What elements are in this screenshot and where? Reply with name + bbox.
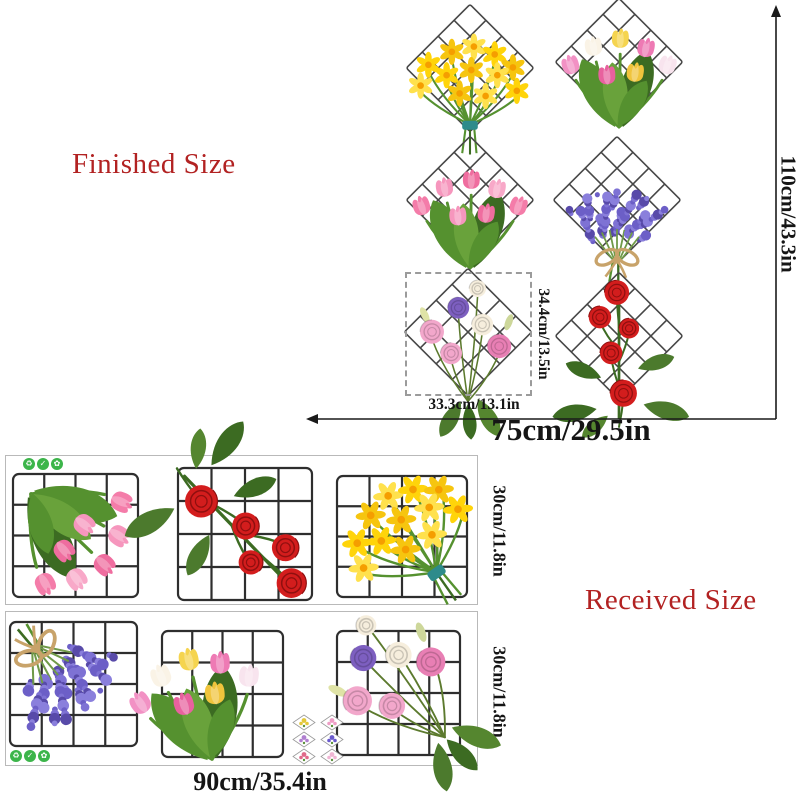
eco-badge-row: ♻ ✓ ✿	[23, 458, 63, 470]
eco-badge-row: ♻ ✓ ✿	[10, 750, 50, 762]
mini-preview-grid	[292, 714, 344, 765]
recycle-icon: ♻	[10, 750, 22, 762]
total-height-label: 110cm/43.3in	[776, 155, 800, 273]
mixed-tulip-bouquet-image	[555, 0, 683, 129]
finished-panel-red-rose-bouquet	[534, 251, 704, 441]
sheet-panel-lavender-bouquet	[0, 600, 159, 768]
sheet-panel-red-rose-bouquet	[124, 421, 334, 622]
panel-width-label: 33.3cm/13.1in	[428, 396, 520, 413]
lisianthus-bouquet-image	[328, 615, 501, 792]
sheet-panel-lisianthus-bouquet	[315, 609, 501, 792]
leaf-circle-icon: ✿	[38, 750, 50, 762]
eco-circle-icon: ✓	[24, 750, 36, 762]
pink-tulip-bouquet-image	[11, 472, 140, 599]
leaf-circle-icon: ✿	[51, 458, 63, 470]
finished-panel-daffodil-bouquet	[385, 0, 555, 173]
sheet-width-label: 90cm/35.4in	[193, 767, 327, 796]
sheet-panel-pink-tulip-bouquet	[0, 452, 160, 619]
red-rose-bouquet-image	[552, 272, 690, 438]
sheet-panel-mixed-tulip-bouquet	[129, 609, 305, 779]
sheet1-height-label: 30cm/11.8in	[489, 485, 510, 577]
recycle-icon: ♻	[23, 458, 35, 470]
daffodil-bouquet-image	[335, 474, 474, 605]
mini-preview-diamond	[320, 748, 344, 765]
finished-panel-lavender-bouquet	[532, 115, 702, 305]
mini-preview-diamond	[292, 748, 316, 765]
mini-preview-diamond	[320, 714, 344, 731]
sheet-panel-daffodil-bouquet	[315, 454, 489, 619]
lavender-bouquet-image	[8, 620, 139, 748]
finished-size-label: Finished Size	[72, 148, 236, 180]
daffodil-bouquet-image	[406, 4, 534, 155]
mini-preview-diamond	[292, 731, 316, 748]
finished-panel-mixed-tulip-bouquet	[534, 0, 704, 167]
lavender-bouquet-image	[553, 136, 681, 283]
mixed-tulip-bouquet-image	[129, 629, 285, 761]
eco-circle-icon: ✓	[37, 458, 49, 470]
panel-measure-outline	[405, 272, 532, 396]
sheet2-height-label: 30cm/11.8in	[489, 646, 510, 738]
panel-height-label: 34.4cm/13.5in	[535, 288, 552, 380]
received-size-label: Received Size	[585, 584, 757, 616]
pink-tulip-bouquet-image	[406, 136, 534, 270]
mini-preview-diamond	[292, 714, 316, 731]
finished-panel-pink-tulip-bouquet	[385, 115, 555, 305]
total-width-label: 75cm/29.5in	[491, 412, 651, 447]
mini-preview-diamond	[320, 731, 344, 748]
red-rose-bouquet-image	[124, 421, 314, 602]
